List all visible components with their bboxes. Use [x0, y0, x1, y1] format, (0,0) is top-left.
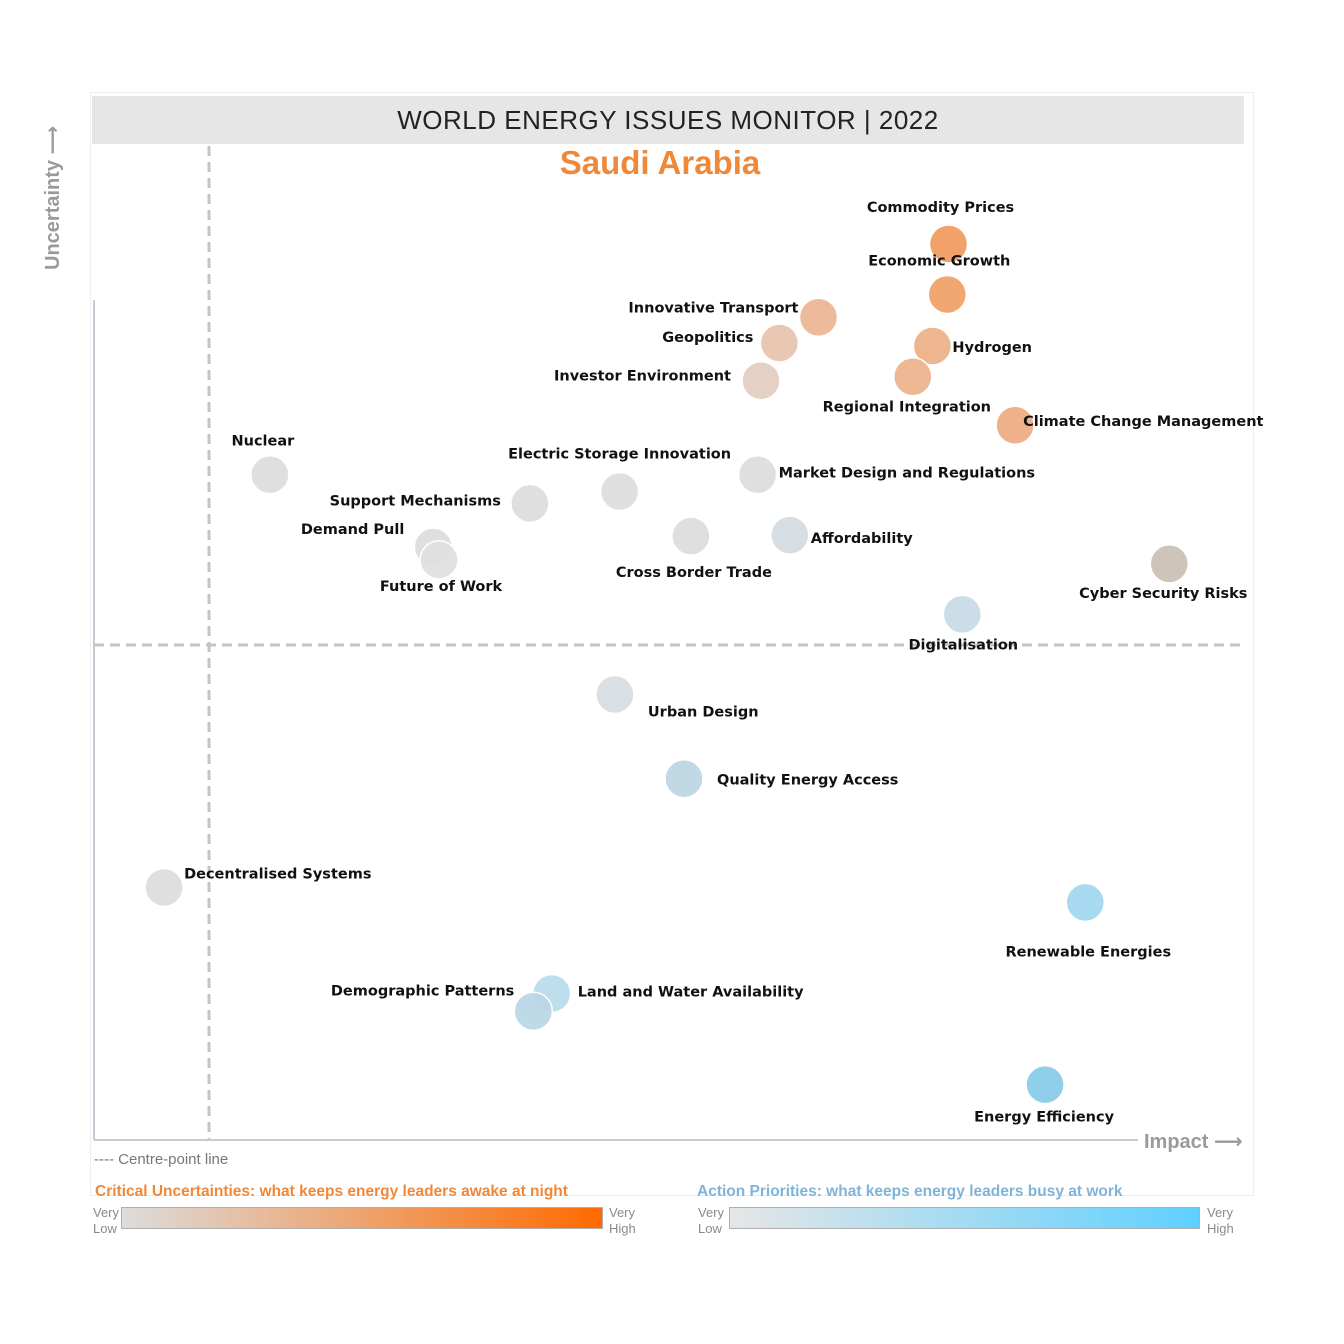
- legend-cu-high-top: Very: [609, 1205, 636, 1220]
- point-labels: Commodity Prices Economic Growth Innovativ…: [184, 200, 1263, 1126]
- label-market-design-and-regulations: Market Design and Regulations: [779, 466, 1035, 482]
- centre-lines: [94, 146, 1244, 1140]
- label-cross-border-trade: Cross Border Trade: [616, 565, 772, 581]
- legend-cu-low-label: Very Low: [93, 1205, 119, 1237]
- point-innovative-transport: [798, 297, 839, 338]
- point-support-mechanisms: [510, 483, 550, 524]
- point-commodity-prices: [928, 224, 969, 264]
- point-electric-storage-innovation: [599, 471, 640, 512]
- legend-cu-low-top: Very: [93, 1205, 120, 1220]
- label-climate-change-management: Climate Change Management: [1023, 414, 1263, 430]
- label-land-and-water-availability: Land and Water Availability: [578, 985, 804, 1001]
- page-title: WORLD ENERGY ISSUES MONITOR | 2022: [397, 105, 939, 135]
- label-digitalisation: Digitalisation: [908, 637, 1018, 653]
- label-affordability: Affordability: [811, 531, 913, 547]
- country-title: Saudi Arabia: [559, 144, 761, 181]
- label-renewable-energies: Renewable Energies: [1005, 944, 1171, 960]
- label-commodity-prices: Commodity Prices: [867, 200, 1014, 216]
- point-cyber-security-risks: [1149, 544, 1190, 584]
- label-regional-integration: Regional Integration: [823, 400, 991, 416]
- label-energy-efficiency: Energy Efficiency: [974, 1110, 1114, 1126]
- point-geopolitics: [759, 323, 800, 363]
- point-urban-design: [595, 674, 635, 715]
- point-climate-change-management: [995, 405, 1035, 445]
- legend-ap-high-bottom: High: [1207, 1221, 1234, 1236]
- legend-cu-low-bottom: Low: [93, 1221, 117, 1236]
- points: [144, 224, 1190, 1105]
- point-investor-environment: [741, 360, 781, 401]
- legend-cu-high-label: Very High: [609, 1205, 636, 1237]
- label-demographic-patterns: Demographic Patterns: [331, 983, 514, 999]
- point-renewable-energies: [1065, 882, 1106, 923]
- x-axis-label: Impact ⟶: [1144, 1131, 1243, 1153]
- legend-ap-low-label: Very Low: [698, 1205, 724, 1237]
- legend-ap-low-bottom: Low: [698, 1221, 722, 1236]
- point-cross-border-trade: [671, 516, 711, 556]
- point-market-design-and-regulations: [737, 454, 778, 495]
- label-economic-growth: Economic Growth: [868, 254, 1010, 270]
- point-quality-energy-access: [664, 758, 704, 799]
- point-decentralised-systems: [144, 867, 184, 908]
- label-innovative-transport: Innovative Transport: [628, 300, 798, 316]
- point-hydrogen: [912, 326, 953, 366]
- label-investor-environment: Investor Environment: [554, 369, 731, 385]
- centre-point-note: ---- Centre-point line: [94, 1151, 229, 1168]
- label-urban-design: Urban Design: [648, 705, 759, 721]
- point-demographic-patterns: [513, 991, 554, 1032]
- legend-action-priorities-title: Action Priorities: what keeps energy lea…: [697, 1183, 1123, 1200]
- label-future-of-work: Future of Work: [380, 579, 503, 595]
- label-electric-storage-innovation: Electric Storage Innovation: [508, 447, 731, 463]
- legend-critical-uncertainties-title: Critical Uncertainties: what keeps energ…: [95, 1183, 568, 1200]
- chart-frame: [90, 92, 1254, 1196]
- legend-cu-high-bottom: High: [609, 1221, 636, 1236]
- label-decentralised-systems: Decentralised Systems: [184, 867, 371, 883]
- point-future-of-work: [419, 540, 459, 580]
- legend-action-priorities-gradient: [729, 1207, 1200, 1229]
- label-nuclear: Nuclear: [232, 434, 296, 450]
- legend-critical-uncertainties-gradient: [121, 1207, 603, 1229]
- point-regional-integration: [893, 356, 933, 397]
- label-hydrogen: Hydrogen: [952, 340, 1032, 356]
- point-energy-efficiency: [1025, 1064, 1065, 1105]
- label-quality-energy-access: Quality Energy Access: [717, 773, 898, 789]
- y-axis-label: Uncertainty ⟶: [42, 125, 64, 270]
- point-economic-growth: [927, 274, 968, 315]
- point-digitalisation: [942, 594, 983, 635]
- legend-ap-high-top: Very: [1207, 1205, 1234, 1220]
- point-nuclear: [250, 454, 290, 495]
- axes: [93, 300, 1138, 1141]
- label-support-mechanisms: Support Mechanisms: [330, 493, 501, 509]
- point-affordability: [770, 515, 810, 555]
- legend-ap-low-top: Very: [698, 1205, 725, 1220]
- label-cyber-security-risks: Cyber Security Risks: [1079, 586, 1247, 602]
- title-bar: [92, 96, 1244, 144]
- label-demand-pull: Demand Pull: [301, 522, 404, 538]
- legend-ap-high-label: Very High: [1207, 1205, 1234, 1237]
- label-geopolitics: Geopolitics: [662, 330, 753, 346]
